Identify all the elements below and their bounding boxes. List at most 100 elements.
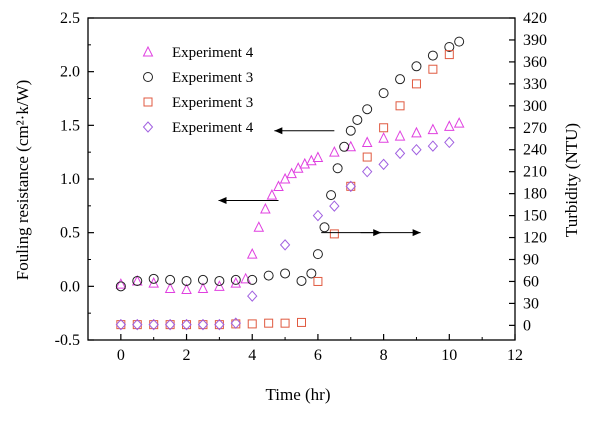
y-right-tick-label: 390 bbox=[523, 32, 547, 49]
data-point bbox=[332, 163, 343, 174]
data-point bbox=[214, 318, 225, 331]
data-point bbox=[428, 64, 438, 74]
data-point bbox=[247, 319, 257, 329]
data-point bbox=[345, 180, 356, 193]
data-point bbox=[230, 317, 241, 329]
data-point bbox=[182, 320, 192, 330]
data-point bbox=[279, 239, 291, 251]
data-point bbox=[345, 125, 356, 136]
data-point bbox=[312, 249, 323, 260]
series-square bbox=[116, 50, 454, 330]
y-right-tick-label: 270 bbox=[523, 120, 547, 137]
data-point bbox=[273, 180, 284, 192]
data-point bbox=[197, 282, 209, 293]
y-left-tick-label: 0.0 bbox=[60, 278, 80, 295]
x-axis-title: Time (hr) bbox=[265, 385, 330, 404]
arrow-head bbox=[218, 196, 227, 204]
data-point bbox=[253, 221, 265, 232]
data-point bbox=[312, 151, 324, 163]
x-tick-label: 8 bbox=[380, 347, 388, 364]
data-point bbox=[214, 280, 225, 291]
y-left-tick-label: -0.5 bbox=[55, 332, 80, 349]
data-point bbox=[411, 61, 422, 72]
x-tick-label: 6 bbox=[314, 347, 322, 364]
data-point bbox=[286, 167, 297, 179]
data-point bbox=[116, 320, 126, 330]
y-axis-right-title: Turbidity (NTU) bbox=[562, 123, 581, 237]
plot-frame bbox=[87, 17, 516, 341]
data-point bbox=[312, 209, 324, 222]
series-layer bbox=[115, 36, 465, 331]
y-left-tick-label: 1.5 bbox=[60, 117, 80, 134]
data-point bbox=[230, 274, 241, 285]
data-point bbox=[164, 282, 176, 293]
y-right-tick-label: 180 bbox=[523, 186, 547, 203]
data-point bbox=[346, 181, 356, 191]
data-point bbox=[378, 88, 389, 99]
x-tick-label: 2 bbox=[183, 347, 191, 364]
data-point bbox=[214, 320, 224, 330]
legend-marker bbox=[143, 97, 153, 107]
data-point bbox=[181, 318, 192, 331]
data-point bbox=[362, 165, 373, 178]
data-point bbox=[132, 318, 143, 331]
series-circle bbox=[115, 36, 465, 292]
y-right-tick-label: 360 bbox=[523, 54, 547, 71]
data-point bbox=[279, 172, 291, 184]
y-right-tick-label: 330 bbox=[523, 76, 547, 93]
data-point bbox=[197, 274, 208, 285]
x-tick-label: 4 bbox=[248, 347, 256, 364]
data-point bbox=[132, 275, 143, 286]
data-point bbox=[444, 136, 455, 149]
legend-marker bbox=[143, 72, 153, 82]
data-point bbox=[361, 136, 373, 148]
data-point bbox=[326, 190, 337, 201]
data-point bbox=[115, 318, 127, 331]
y-right-tick-label: 120 bbox=[523, 230, 547, 247]
data-point bbox=[352, 114, 363, 125]
data-point bbox=[149, 320, 159, 330]
arrow-head bbox=[274, 127, 283, 135]
data-point bbox=[246, 248, 258, 259]
annotations bbox=[218, 127, 421, 237]
legend: Experiment 4 Experiment 3 Experiment 3 Expe… bbox=[142, 45, 254, 136]
data-point bbox=[263, 270, 274, 281]
data-point bbox=[444, 41, 455, 52]
data-point bbox=[280, 318, 290, 328]
y-left-tick-label: 0.5 bbox=[60, 225, 80, 242]
legend-label: Experiment 3 bbox=[172, 70, 253, 86]
data-point bbox=[306, 268, 317, 279]
series-diamond bbox=[115, 136, 455, 331]
data-point bbox=[427, 123, 439, 135]
data-point bbox=[319, 222, 330, 233]
data-point bbox=[197, 318, 209, 331]
y-right-tick-label: 300 bbox=[523, 98, 547, 115]
data-point bbox=[411, 143, 422, 156]
data-point bbox=[164, 318, 176, 331]
data-point bbox=[339, 141, 350, 152]
data-point bbox=[411, 79, 421, 89]
data-point bbox=[266, 188, 278, 200]
data-point bbox=[394, 129, 406, 141]
data-point bbox=[240, 272, 251, 284]
legend-marker bbox=[142, 45, 154, 57]
data-point bbox=[313, 276, 323, 286]
x-tick-label: 12 bbox=[507, 347, 523, 364]
y-left-tick-label: 2.5 bbox=[60, 10, 80, 27]
data-point bbox=[394, 147, 406, 160]
legend-label: Experiment 4 bbox=[172, 45, 254, 61]
data-point bbox=[181, 283, 192, 295]
data-point bbox=[378, 132, 389, 143]
legend-label: Experiment 3 bbox=[172, 95, 253, 111]
data-point bbox=[427, 50, 438, 61]
y-axis-left-title: Fouling resistance (cm²·k/W) bbox=[13, 80, 32, 281]
series-triangle bbox=[115, 117, 465, 295]
arrow-head bbox=[412, 229, 421, 237]
y-right-tick-label: 210 bbox=[523, 164, 547, 181]
legend-label: Experiment 4 bbox=[172, 120, 254, 136]
y-right-tick-label: 150 bbox=[523, 208, 547, 225]
y-right-tick-label: 30 bbox=[523, 295, 539, 312]
data-point bbox=[247, 274, 258, 285]
